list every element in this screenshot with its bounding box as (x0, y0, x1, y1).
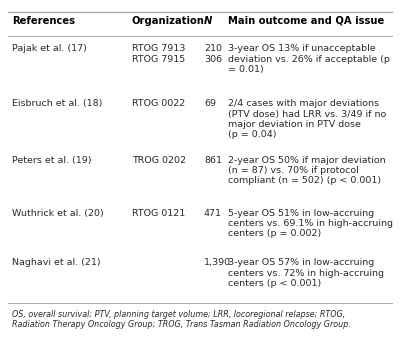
Text: 210
306: 210 306 (204, 44, 222, 64)
Text: OS, overall survival; PTV, planning target volume; LRR, locoregional relapse; RT: OS, overall survival; PTV, planning targ… (12, 310, 351, 329)
Text: RTOG 7913
RTOG 7915: RTOG 7913 RTOG 7915 (132, 44, 185, 64)
Text: 2/4 cases with major deviations
(PTV dose) had LRR vs. 3/49 if no
major deviatio: 2/4 cases with major deviations (PTV dos… (228, 99, 386, 140)
Text: 861: 861 (204, 156, 222, 165)
Text: Organization: Organization (132, 15, 205, 26)
Text: RTOG 0022: RTOG 0022 (132, 99, 185, 108)
Text: Naghavi et al. (21): Naghavi et al. (21) (12, 258, 101, 267)
Text: Wuthrick et al. (20): Wuthrick et al. (20) (12, 209, 104, 218)
Text: 1,390: 1,390 (204, 258, 231, 267)
Text: N: N (204, 15, 212, 26)
Text: Pajak et al. (17): Pajak et al. (17) (12, 44, 87, 53)
Text: 69: 69 (204, 99, 216, 108)
Text: Main outcome and QA issue: Main outcome and QA issue (228, 15, 384, 26)
Text: 3-year OS 57% in low-accruing
centers vs. 72% in high-accruing
centers (p < 0.00: 3-year OS 57% in low-accruing centers vs… (228, 258, 384, 288)
Text: Eisbruch et al. (18): Eisbruch et al. (18) (12, 99, 102, 108)
Text: Peters et al. (19): Peters et al. (19) (12, 156, 92, 165)
Text: 471: 471 (204, 209, 222, 218)
Text: TROG 0202: TROG 0202 (132, 156, 186, 165)
Text: References: References (12, 15, 75, 26)
Text: RTOG 0121: RTOG 0121 (132, 209, 185, 218)
Text: 2-year OS 50% if major deviation
(n = 87) vs. 70% if protocol
compliant (n = 502: 2-year OS 50% if major deviation (n = 87… (228, 156, 386, 185)
Text: 5-year OS 51% in low-accruing
centers vs. 69.1% in high-accruing
centers (p = 0.: 5-year OS 51% in low-accruing centers vs… (228, 209, 393, 238)
Text: 3-year OS 13% if unacceptable
deviation vs. 26% if acceptable (p
= 0.01): 3-year OS 13% if unacceptable deviation … (228, 44, 390, 74)
